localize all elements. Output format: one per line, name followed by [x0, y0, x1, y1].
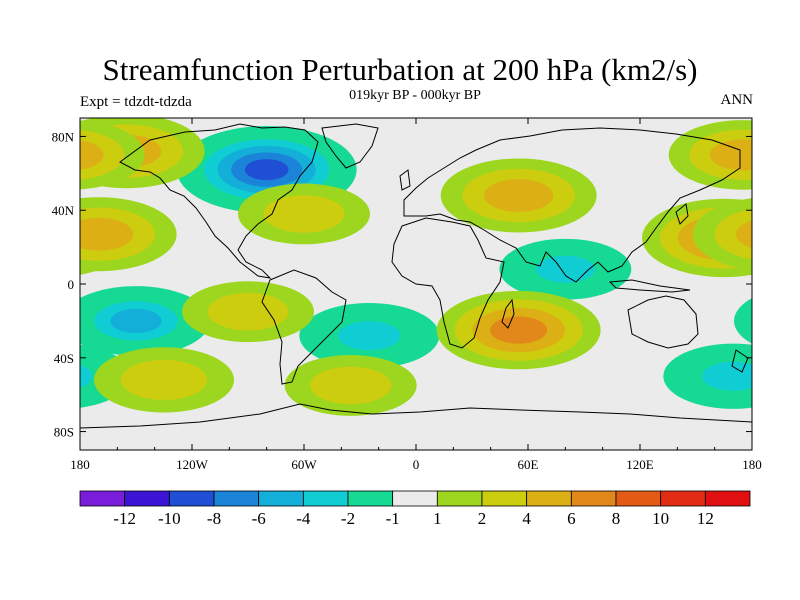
coastline-layer [80, 123, 752, 429]
colorbar-swatch-12 [615, 490, 662, 507]
colorbar-swatch-8 [436, 490, 483, 507]
x-tick-label-5: 120E [626, 457, 654, 472]
colorbar-label-9: 4 [522, 509, 531, 528]
colorbar-swatch-11 [570, 490, 617, 507]
colorbar-label-1: -10 [158, 509, 181, 528]
colorbar-swatch-2 [168, 490, 215, 507]
colorbar-swatch-1 [124, 490, 170, 507]
anomaly-1-level-3 [110, 308, 162, 333]
colorbar-swatch-6 [347, 490, 394, 507]
anomaly-9-wrap-level-2 [80, 140, 104, 170]
colorbar-label-13: 12 [697, 509, 714, 528]
chart-title: Streamfunction Perturbation at 200 hPa (… [102, 52, 698, 87]
y-tick-label-4: 80S [54, 425, 74, 440]
colorbar-label-6: -1 [386, 509, 400, 528]
coast-eurasia [403, 127, 741, 283]
y-tick-label-1: 40N [52, 203, 75, 218]
y-tick-label-2: 0 [68, 277, 75, 292]
colorbar-swatch-5 [302, 490, 349, 507]
colorbar-swatch-4 [258, 490, 304, 507]
y-tick-label-3: 40S [54, 351, 74, 366]
colorbar-label-12: 10 [652, 509, 669, 528]
coast-madagascar [501, 298, 515, 329]
colorbar-label-4: -4 [296, 509, 311, 528]
anomaly-5-level-2 [484, 179, 554, 212]
coast-new-zealand [731, 349, 749, 373]
colorbar-label-5: -2 [341, 509, 355, 528]
anomaly-1-wrap-level-3 [782, 309, 800, 333]
field-layer [80, 118, 800, 450]
anomaly-9-level-2 [709, 139, 752, 171]
coast-antarctica [80, 403, 752, 429]
colorbar-label-10: 6 [567, 509, 576, 528]
coast-south-america [261, 269, 347, 385]
colorbar-label-3: -6 [252, 509, 266, 528]
colorbar-label-7: 1 [433, 509, 442, 528]
anomaly-1-wrap-level-1 [750, 313, 752, 328]
x-tick-label-1: 120W [176, 457, 209, 472]
coast-australia [627, 295, 699, 349]
colorbar-swatch-0 [79, 490, 126, 507]
experiment-label: Expt = tdzdt-tdzda [80, 94, 192, 110]
colorbar-swatch-7 [392, 490, 438, 507]
coast-africa [391, 217, 505, 349]
chart-subtitle: 019kyr BP - 000kyr BP [349, 88, 481, 103]
anomaly-6-wrap-level-3 [80, 235, 81, 241]
coast-uk [399, 169, 411, 191]
season-label: ANN [720, 92, 754, 108]
x-tick-label-3: 0 [413, 457, 420, 472]
colorbar-swatch-10 [526, 490, 572, 507]
anomaly-3-level-2 [702, 361, 752, 391]
anomaly-12-level-1 [263, 195, 345, 233]
anomaly-7-level-2 [80, 217, 134, 251]
anomaly-13-level-1 [207, 292, 289, 331]
colorbar-swatch-9 [481, 490, 528, 507]
anomaly-10-level-1 [120, 359, 208, 400]
anomaly-7-wrap-level-1 [714, 208, 752, 260]
colorbar-swatch-13 [660, 490, 706, 507]
colorbar: -12 -10 -8 -6 -4 -2 -1 1 2 4 6 8 10 12 [79, 490, 751, 528]
anomaly-4-level-2 [536, 255, 595, 283]
anomaly-14-level-1 [310, 366, 392, 405]
anomaly-3-wrap-level-2 [80, 364, 93, 388]
anomaly-1-wrap-level-0 [734, 298, 752, 344]
anomaly-2-level-2 [338, 321, 401, 351]
coast-japan [675, 203, 689, 225]
x-tick-label-2: 60W [291, 457, 317, 472]
x-tick-label-6: 180 [742, 457, 762, 472]
anomaly-11-level-3 [490, 316, 548, 344]
coast-north-america [119, 123, 319, 279]
colorbar-label-2: -8 [207, 509, 221, 528]
anomaly-7-wrap-level-2 [736, 220, 752, 249]
anomaly-8-wrap-level-2 [764, 135, 800, 168]
x-tick-label-0: 180 [70, 457, 90, 472]
coast-greenland [321, 123, 379, 169]
colorbar-label-11: 8 [612, 509, 621, 528]
colorbar-swatch-3 [213, 490, 260, 507]
y-tick-label-0: 80N [52, 129, 75, 144]
anomaly-1-wrap-level-2 [766, 301, 800, 340]
anomaly-0-level-5 [244, 159, 289, 181]
colorbar-label-0: -12 [113, 509, 136, 528]
x-tick-label-4: 60E [518, 457, 539, 472]
colorbar-label-8: 2 [478, 509, 487, 528]
coast-indonesia [608, 279, 691, 293]
y-axis: 80N 40N 0 40S 80S [52, 129, 752, 440]
x-axis: 180 120W 60W 0 60E 120E 180 [70, 118, 762, 472]
colorbar-swatch-14 [704, 490, 751, 507]
